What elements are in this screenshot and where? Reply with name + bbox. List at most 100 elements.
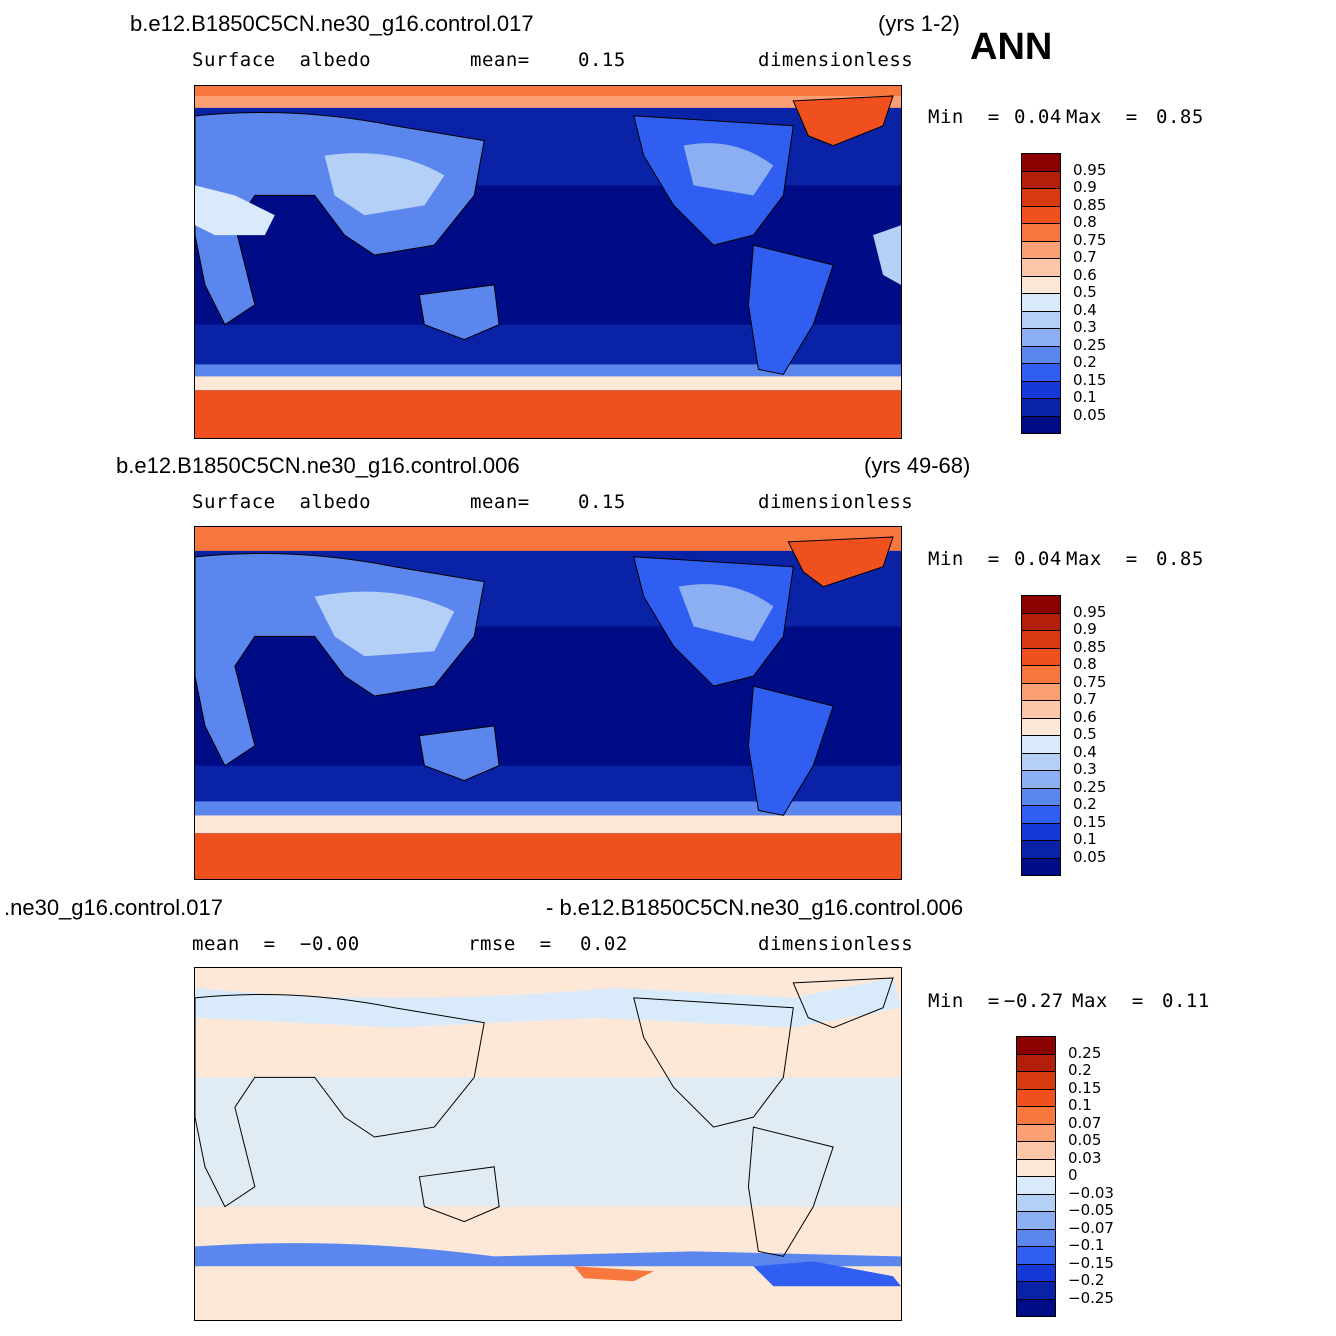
colorbar-swatch bbox=[1021, 735, 1061, 754]
colorbar-swatch bbox=[1021, 345, 1061, 364]
panel2-colorbar: 0.95 0.9 0.85 0.8 0.75 0.7 0.6 0.5 0.4 0.3 0.25 0.2… bbox=[1021, 595, 1141, 876]
colorbar-swatch bbox=[1016, 1281, 1056, 1300]
panel1-case-title: b.e12.B1850C5CN.ne30_g16.control.017 bbox=[130, 11, 534, 36]
panel2-variable: Surface albedo bbox=[192, 491, 372, 513]
colorbar-label: 0.4 bbox=[1073, 742, 1097, 761]
colorbar-label: 0 bbox=[1068, 1166, 1078, 1184]
panel1-mean-label: mean= bbox=[470, 49, 530, 71]
colorbar-swatch bbox=[1016, 1036, 1056, 1055]
panel2-mean-value: 0.15 bbox=[578, 491, 626, 513]
colorbar-swatch bbox=[1021, 752, 1061, 771]
colorbar-label: 0.25 bbox=[1073, 335, 1107, 354]
colorbar-label: 0.25 bbox=[1073, 777, 1107, 796]
panel3-case-title-left: .ne30_g16.control.017 bbox=[4, 895, 223, 920]
colorbar-swatch bbox=[1016, 1298, 1056, 1317]
colorbar-label: 0.85 bbox=[1073, 637, 1107, 656]
colorbar-swatch bbox=[1016, 1158, 1056, 1177]
colorbar-label: 0.05 bbox=[1073, 847, 1107, 866]
colorbar-swatch bbox=[1021, 840, 1061, 859]
colorbar-label: −0.25 bbox=[1068, 1288, 1114, 1307]
colorbar-label: 0.1 bbox=[1073, 830, 1097, 848]
panel2-years: (yrs 49-68) bbox=[864, 453, 971, 478]
colorbar-swatch bbox=[1021, 240, 1061, 259]
colorbar-label: 0.2 bbox=[1068, 1061, 1092, 1079]
panel3-min-value: −0.27 bbox=[1004, 990, 1064, 1012]
colorbar-label: −0.03 bbox=[1068, 1183, 1114, 1202]
colorbar-swatch bbox=[1021, 328, 1061, 347]
colorbar-swatch bbox=[1021, 630, 1061, 649]
colorbar-label: 0.05 bbox=[1073, 405, 1107, 424]
colorbar-label: 0.75 bbox=[1073, 672, 1107, 691]
colorbar-swatch bbox=[1021, 310, 1061, 329]
colorbar-label: −0.07 bbox=[1068, 1218, 1114, 1237]
colorbar-label: 0.8 bbox=[1073, 655, 1097, 673]
panel2-map bbox=[194, 526, 902, 880]
colorbar-swatch bbox=[1016, 1246, 1056, 1265]
panel3-max-label: Max = bbox=[1072, 990, 1144, 1012]
colorbar-swatch bbox=[1016, 1071, 1056, 1090]
colorbar-label: 0.07 bbox=[1068, 1113, 1102, 1132]
panel3-mean-label: mean = bbox=[192, 933, 276, 955]
panel1-mean-value: 0.15 bbox=[578, 49, 626, 71]
colorbar-label: 0.25 bbox=[1068, 1043, 1102, 1062]
panel3-min-label: Min = bbox=[928, 990, 1000, 1012]
panel2-units: dimensionless bbox=[758, 491, 914, 513]
colorbar-swatch bbox=[1021, 665, 1061, 684]
colorbar-swatch bbox=[1016, 1106, 1056, 1125]
colorbar-label: 0.2 bbox=[1073, 353, 1097, 371]
colorbar-label: 0.2 bbox=[1073, 795, 1097, 813]
panel3-units: dimensionless bbox=[758, 933, 914, 955]
panel2-map-svg bbox=[195, 527, 901, 879]
colorbar-swatch bbox=[1016, 1123, 1056, 1142]
colorbar-swatch bbox=[1021, 170, 1061, 189]
panel3-mean-value: −0.00 bbox=[300, 933, 360, 955]
colorbar-swatch bbox=[1021, 787, 1061, 806]
colorbar-swatch bbox=[1021, 822, 1061, 841]
colorbar-swatch bbox=[1021, 770, 1061, 789]
panel1-max-label: Max = bbox=[1066, 106, 1138, 128]
colorbar-swatch bbox=[1016, 1141, 1056, 1160]
panel2-max-label: Max = bbox=[1066, 548, 1138, 570]
colorbar-swatch bbox=[1016, 1193, 1056, 1212]
panel1-colorbar: 0.95 0.9 0.85 0.8 0.75 0.7 0.6 0.5 0.4 0.3 0.25 0.2… bbox=[1021, 153, 1141, 434]
colorbar-swatch bbox=[1021, 415, 1061, 434]
colorbar-label: 0.6 bbox=[1073, 707, 1097, 726]
panel1-max-value: 0.85 bbox=[1156, 106, 1204, 128]
colorbar-swatch bbox=[1021, 612, 1061, 631]
colorbar-label: 0.85 bbox=[1073, 195, 1107, 214]
panel2-case-title: b.e12.B1850C5CN.ne30_g16.control.006 bbox=[116, 453, 520, 478]
colorbar-label: 0.95 bbox=[1073, 160, 1107, 179]
colorbar-label: 0.1 bbox=[1068, 1096, 1092, 1114]
colorbar-swatch bbox=[1021, 153, 1061, 172]
colorbar-swatch bbox=[1021, 205, 1061, 224]
colorbar-label: 0.15 bbox=[1073, 370, 1107, 389]
colorbar-label: 0.05 bbox=[1068, 1131, 1102, 1149]
panel2-min-value: 0.04 bbox=[1014, 548, 1062, 570]
colorbar-label: 0.4 bbox=[1073, 300, 1097, 319]
panel3-max-value: 0.11 bbox=[1162, 990, 1210, 1012]
colorbar-label: 0.75 bbox=[1073, 230, 1107, 249]
colorbar-label: 0.3 bbox=[1073, 760, 1097, 778]
colorbar-swatch bbox=[1016, 1263, 1056, 1282]
colorbar-swatch bbox=[1016, 1053, 1056, 1072]
panel2-mean-label: mean= bbox=[470, 491, 530, 513]
colorbar-label: −0.2 bbox=[1068, 1271, 1105, 1289]
colorbar-swatch bbox=[1021, 293, 1061, 312]
colorbar-label: 0.15 bbox=[1068, 1078, 1102, 1097]
colorbar-label: 0.3 bbox=[1073, 318, 1097, 336]
colorbar-label: 0.5 bbox=[1073, 725, 1097, 743]
colorbar-label: 0.7 bbox=[1073, 248, 1097, 266]
panel1-min-value: 0.04 bbox=[1014, 106, 1062, 128]
colorbar-swatch bbox=[1021, 380, 1061, 399]
colorbar-swatch bbox=[1021, 647, 1061, 666]
panel3-colorbar: 0.25 0.2 0.15 0.1 0.07 0.05 0.03 0 −0.03 −0.05 −0.… bbox=[1016, 1036, 1136, 1317]
panel1-map-svg bbox=[195, 86, 901, 438]
colorbar-swatch bbox=[1021, 223, 1061, 242]
colorbar-label: 0.7 bbox=[1073, 690, 1097, 708]
panel1-years: (yrs 1-2) bbox=[878, 11, 960, 36]
colorbar-swatch bbox=[1016, 1176, 1056, 1195]
panel1-units: dimensionless bbox=[758, 49, 914, 71]
season-label: ANN bbox=[970, 26, 1053, 68]
panel2-max-value: 0.85 bbox=[1156, 548, 1204, 570]
colorbar-swatch bbox=[1021, 717, 1061, 736]
